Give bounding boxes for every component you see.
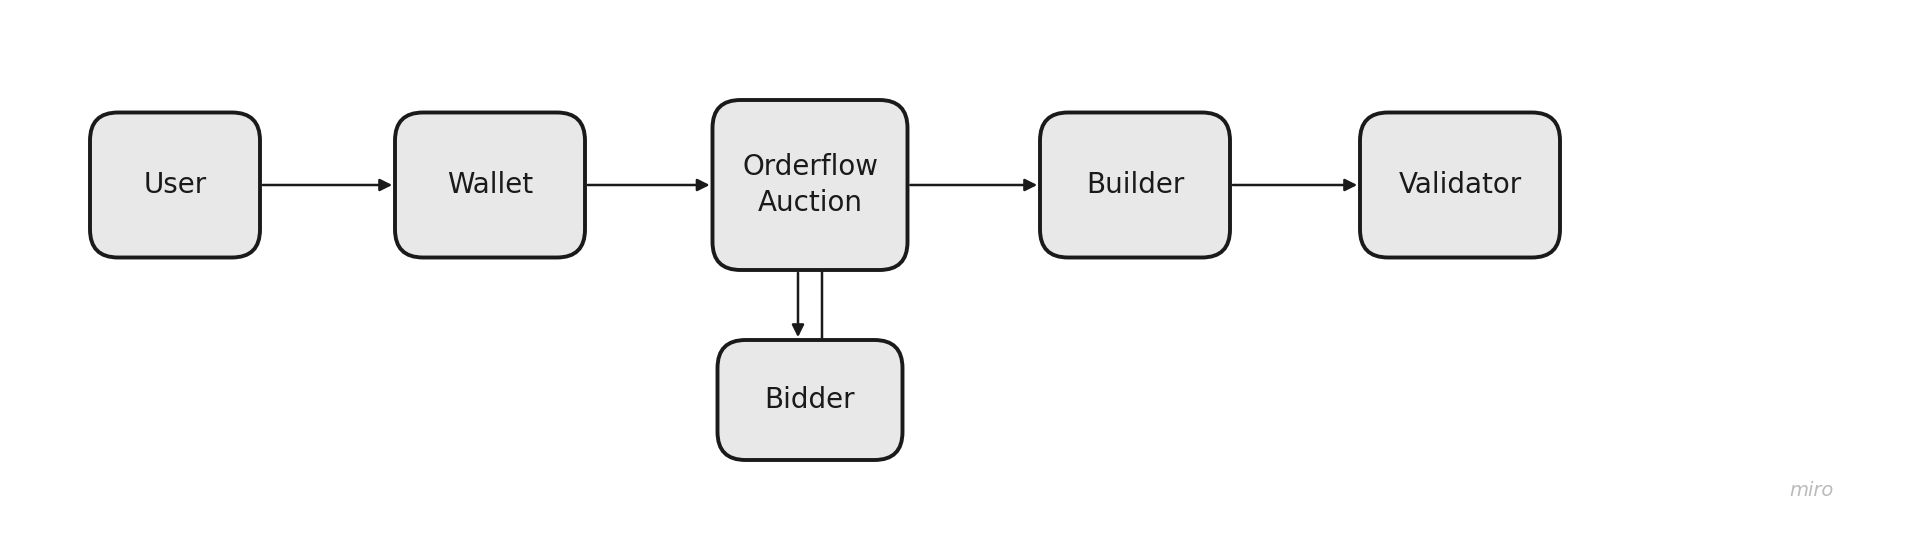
FancyBboxPatch shape: [718, 340, 902, 460]
Text: Orderflow
Auction: Orderflow Auction: [741, 153, 877, 217]
FancyBboxPatch shape: [396, 112, 586, 257]
FancyBboxPatch shape: [90, 112, 259, 257]
Text: Builder: Builder: [1087, 171, 1185, 199]
Text: User: User: [144, 171, 207, 199]
FancyBboxPatch shape: [1041, 112, 1231, 257]
Text: miro: miro: [1789, 481, 1834, 500]
Text: Bidder: Bidder: [764, 386, 854, 414]
Text: Wallet: Wallet: [447, 171, 534, 199]
Text: Validator: Validator: [1398, 171, 1523, 199]
FancyBboxPatch shape: [712, 100, 908, 270]
FancyBboxPatch shape: [1359, 112, 1559, 257]
